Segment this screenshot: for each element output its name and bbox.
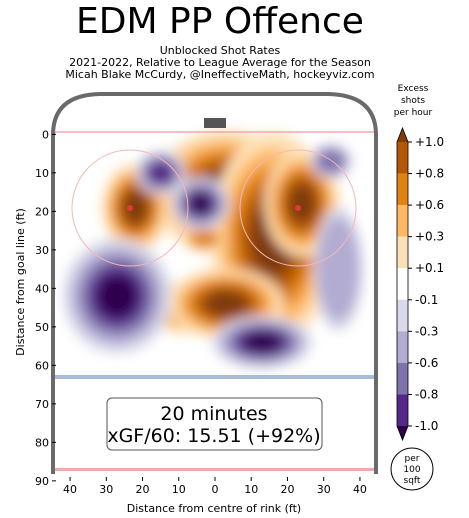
colorbar-title: Excess shots per hour	[394, 84, 433, 118]
chart-subtitle-3: Micah Blake McCurdy, @IneffectiveMath, h…	[65, 68, 375, 81]
unit-badge: per 100 sqft	[390, 447, 434, 491]
y-tick-label: 70	[35, 398, 49, 411]
y-tick-label: 0	[42, 128, 49, 141]
y-tick-label: 20	[35, 205, 49, 218]
colorbar-title-3: per hour	[394, 108, 433, 118]
chart-title: EDM PP Offence	[76, 1, 364, 42]
heat-region-right-boards	[313, 207, 364, 332]
annotation-line-1: 20 minutes	[160, 403, 267, 425]
x-tick-label: 10	[172, 483, 186, 496]
colorbar-band	[397, 142, 408, 174]
colorbar-band	[397, 268, 408, 300]
colorbar-band	[397, 362, 408, 395]
x-tick-label: 20	[136, 483, 150, 496]
y-tick-label: 40	[35, 282, 49, 295]
x-axis: 40 30 20 10 0 10 20 30 40	[63, 477, 367, 496]
unit-badge-line-1: per	[405, 454, 420, 464]
heat-region-left-wing	[62, 238, 172, 354]
xgf-annotation: 20 minutes xGF/60: 15.51 (+92%)	[106, 397, 323, 451]
left-faceoff-dot	[127, 205, 133, 211]
x-tick-label: 40	[353, 483, 367, 496]
y-axis-label: Distance from goal line (ft)	[14, 208, 27, 356]
colorbar-tick-label: +0.6	[415, 198, 444, 212]
y-tick-label: 60	[35, 359, 49, 372]
colorbar-band	[397, 331, 408, 363]
colorbar-title-2: shots	[401, 96, 425, 106]
heat-region-right-point	[212, 315, 313, 369]
colorbar-band	[397, 173, 408, 206]
colorbar-tick-label: -0.8	[415, 387, 438, 401]
rink-boards	[51, 92, 378, 474]
chart-subtitle-1: Unblocked Shot Rates	[159, 44, 281, 57]
colorbar-band	[397, 128, 408, 142]
colorbar-tick-label: +0.3	[415, 230, 444, 244]
heat-region-center-slot	[183, 225, 225, 252]
colorbar: +1.0 +0.8 +0.6 +0.3 +0.1 -0.1 -0.3 -0.6 -0.8 -1.0	[396, 126, 444, 442]
colorbar-band	[397, 236, 408, 269]
right-faceoff-dot	[295, 205, 301, 211]
colorbar-title-1: Excess	[398, 84, 429, 94]
unit-badge-line-3: sqft	[404, 476, 421, 486]
x-tick-label: 0	[212, 483, 219, 496]
x-tick-label: 40	[63, 483, 77, 496]
chart-subtitle-2: 2021-2022, Relative to League Average fo…	[69, 56, 371, 69]
colorbar-tick-label: -1.0	[415, 419, 438, 433]
centre-line	[53, 468, 376, 471]
right-faceoff-circle	[239, 149, 357, 267]
x-tick-label: 30	[317, 483, 331, 496]
x-axis-label: Distance from centre of rink (ft)	[127, 502, 301, 515]
colorbar-tick-label: -0.1	[415, 293, 438, 307]
colorbar-band	[397, 299, 408, 332]
goal-net	[204, 118, 226, 128]
y-tick-label: 50	[35, 321, 49, 334]
rink-markings	[53, 118, 376, 471]
colorbar-band	[397, 426, 408, 440]
y-tick-label: 10	[35, 167, 49, 180]
colorbar-band	[397, 205, 408, 237]
y-tick-label: 30	[35, 244, 49, 257]
annotation-line-2: xGF/60: 15.51 (+92%)	[107, 425, 320, 447]
left-faceoff-circle	[71, 149, 189, 267]
blue-line	[53, 375, 376, 379]
colorbar-tick-label: +0.1	[415, 261, 444, 275]
heat-region-slot-hole	[171, 177, 230, 231]
unit-badge-line-2: 100	[403, 465, 420, 475]
colorbar-tick-label: -0.6	[415, 356, 438, 370]
heat-region-left-low-corner	[135, 150, 186, 195]
colorbar-tick-label: +1.0	[415, 135, 444, 149]
x-tick-label: 20	[280, 483, 294, 496]
x-tick-label: 10	[244, 483, 258, 496]
y-axis: 0 10 20 30 40 50 60 70 80 90	[35, 128, 56, 488]
y-tick-label: 90	[35, 475, 49, 488]
colorbar-tick-label: -0.3	[415, 324, 438, 338]
colorbar-band	[397, 394, 408, 426]
y-tick-label: 80	[35, 436, 49, 449]
x-tick-label: 30	[99, 483, 113, 496]
heat-region-right-low-corner	[310, 143, 352, 180]
heat-region-right-circle	[264, 150, 340, 257]
colorbar-tick-label: +0.8	[415, 167, 444, 181]
